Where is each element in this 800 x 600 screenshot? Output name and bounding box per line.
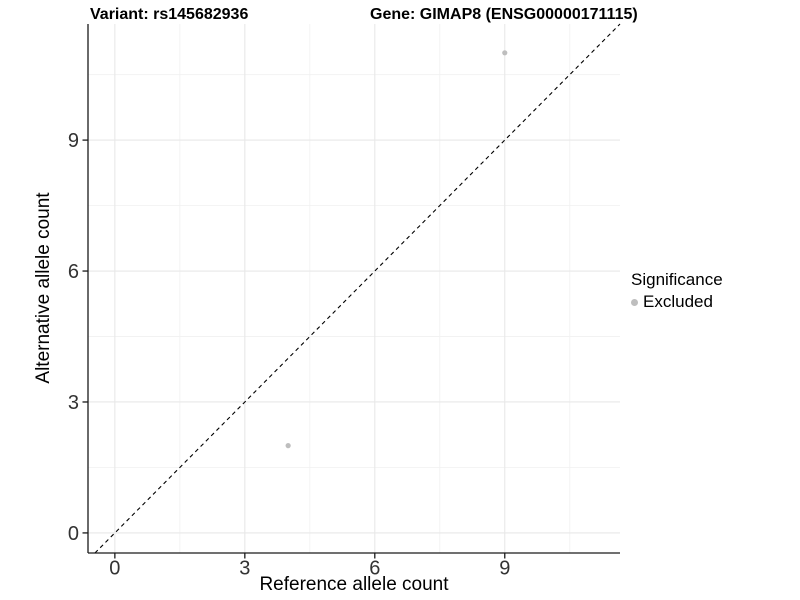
x-tick-label: 9 (499, 558, 510, 580)
y-tick-label: 6 (68, 261, 79, 283)
excluded-point-icon (631, 298, 638, 306)
legend-title: Significance (631, 270, 723, 289)
data-point (285, 443, 291, 449)
y-tick-label: 3 (68, 392, 79, 414)
variant-title: Variant: rs145682936 (90, 6, 249, 23)
y-tick-label: 9 (68, 130, 79, 152)
gene-title: Gene: GIMAP8 (ENSG00000171115) (370, 6, 638, 23)
legend-item-excluded: Excluded (631, 292, 723, 312)
x-axis-title: Reference allele count (259, 574, 449, 595)
legend-item-label: Excluded (643, 292, 713, 311)
legend: Significance Excluded (631, 269, 723, 312)
y-axis-title: Alternative allele count (33, 192, 54, 384)
y-tick-label: 0 (68, 523, 79, 545)
x-tick-label: 6 (369, 558, 380, 580)
identity-dashed-line (94, 23, 621, 554)
data-point (502, 50, 508, 56)
x-tick-label: 0 (109, 558, 120, 580)
x-tick-label: 3 (239, 558, 250, 580)
